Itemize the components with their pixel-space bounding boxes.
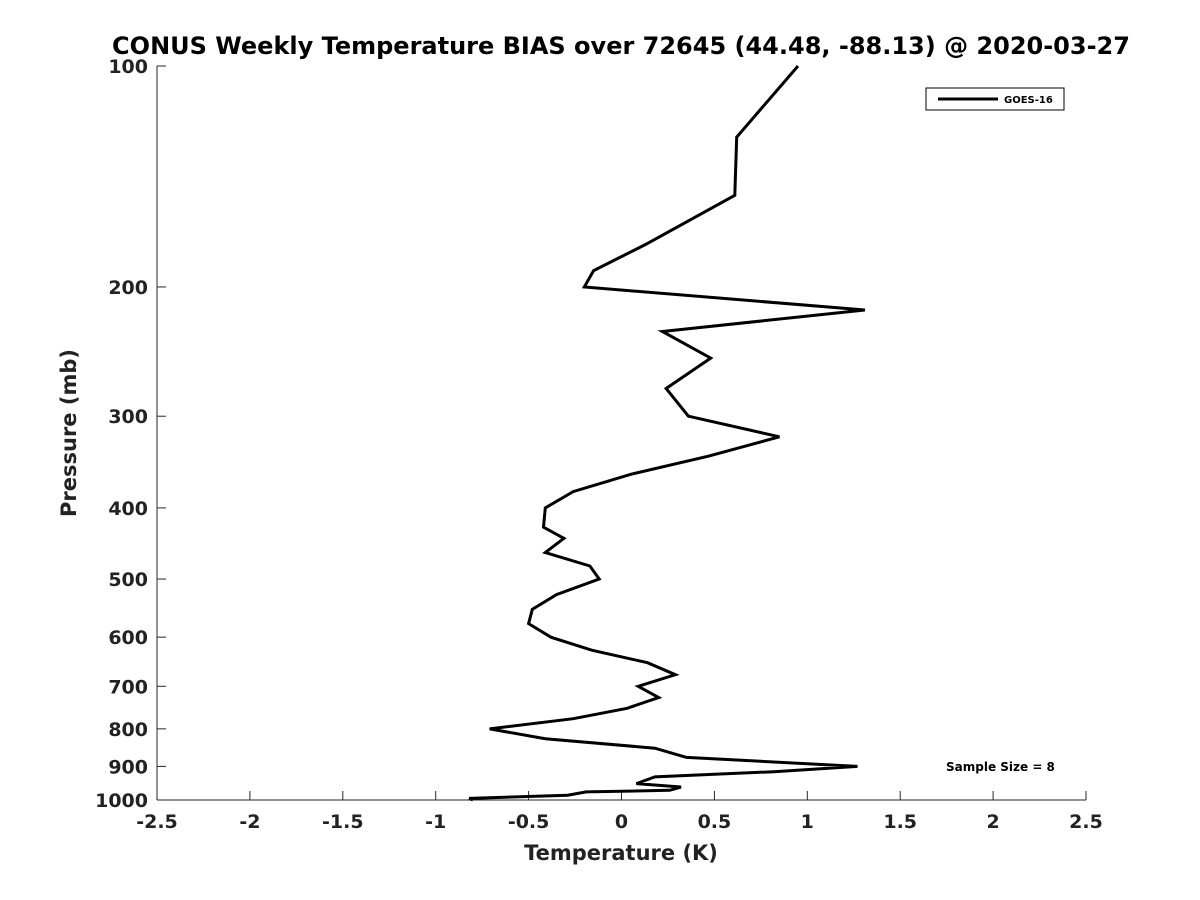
x-tick-label: 0 [615, 811, 628, 833]
x-tick-label: -1.5 [322, 811, 364, 833]
x-tick-label: 2 [986, 811, 999, 833]
sample-size-annotation: Sample Size = 8 [946, 760, 1055, 774]
y-tick-label: 200 [108, 277, 148, 299]
y-tick-label: 900 [108, 756, 148, 778]
legend: GOES-16 [925, 87, 1065, 111]
x-tick-label: -2.5 [136, 811, 178, 833]
x-tick-label: -0.5 [508, 811, 550, 833]
series-group [468, 65, 866, 802]
x-axis: -2.5 -2 -1.5 -1 -0.5 0 0.5 1 1.5 2 2.5 [136, 791, 1103, 833]
y-tick-label: 700 [108, 676, 148, 698]
plot-area [156, 66, 1086, 801]
y-tick-label: 600 [108, 627, 148, 649]
y-tick-label: 300 [108, 406, 148, 428]
y-axis-title: Pressure (mb) [57, 349, 81, 517]
x-tick-label: 0.5 [698, 811, 732, 833]
y-axis: 100 200 300 400 500 600 700 800 900 1000 [95, 56, 166, 812]
y-tick-label: 1000 [95, 790, 148, 812]
y-tick-label: 800 [108, 719, 148, 741]
x-tick-label: 2.5 [1069, 811, 1103, 833]
x-tick-label: 1 [801, 811, 814, 833]
y-tick-label: 100 [108, 56, 148, 78]
series-line-goes-16 [468, 65, 866, 802]
chart-title: CONUS Weekly Temperature BIAS over 72645… [112, 32, 1130, 60]
y-tick-label: 500 [108, 569, 148, 591]
x-axis-title: Temperature (K) [524, 841, 718, 865]
x-tick-label: -1 [425, 811, 446, 833]
legend-label-goes-16: GOES-16 [1004, 95, 1053, 106]
x-tick-label: -2 [239, 811, 260, 833]
y-tick-label: 400 [108, 498, 148, 520]
x-tick-label: 1.5 [883, 811, 917, 833]
